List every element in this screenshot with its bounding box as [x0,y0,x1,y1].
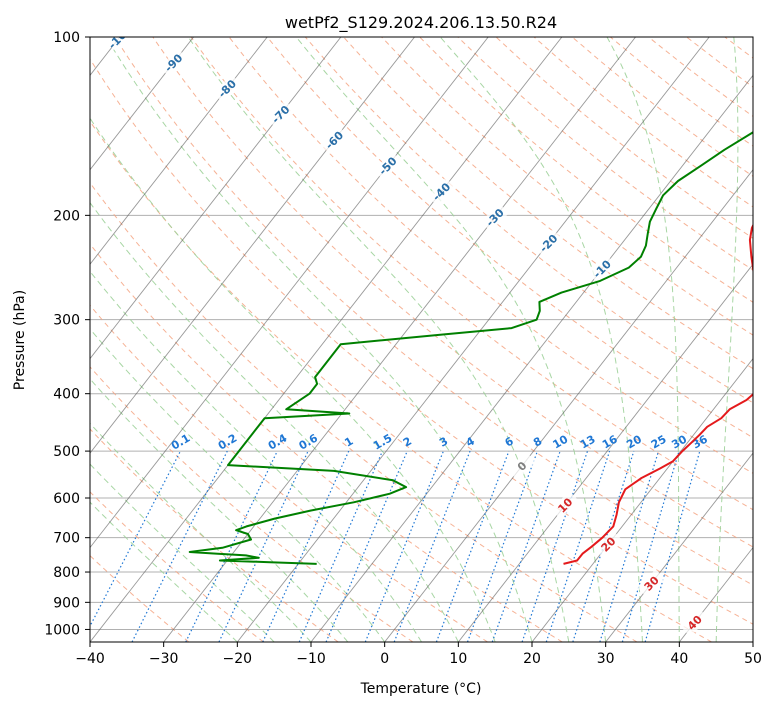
moist-adiabat-line [715,37,739,642]
mixing-ratio-line [545,450,611,642]
chart-title: wetPf2_S129.2024.206.13.50.R24 [285,13,557,33]
isotherm-line [90,37,268,265]
isotherm-line [384,169,753,642]
y-tick-label: 900 [53,595,80,611]
y-tick-label: 800 [53,565,80,581]
x-tick-label: 0 [380,651,389,667]
moist-adiabat-line [606,37,680,642]
y-tick-label: 300 [53,313,80,329]
dry-adiabat-line [90,58,753,625]
y-tick-label: 500 [53,444,80,460]
mixing-ratio-line [325,450,408,642]
mixing-ratio-line [185,450,278,642]
dry-adiabat-line [90,120,712,642]
isotherm-label-bg [212,74,242,103]
isotherm-label-bg [320,125,349,155]
mixing-ratio-line [466,450,539,642]
y-tick-label: 700 [53,531,80,547]
thermo-background-lines [90,37,753,642]
isotherm-label-bg [480,203,510,232]
isotherm-line [457,263,753,642]
moist-adiabat-line [90,201,459,642]
mixing-ratio-line [262,450,350,642]
mixing-ratio-line [599,450,660,642]
isotherm-label-bg [427,177,456,206]
isotherm-label-bg [105,37,135,52]
x-tick-label: −40 [75,651,105,667]
isotherm-label-bg [534,228,563,258]
isotherm-label-bg [159,48,188,77]
moist-adiabat-line [113,49,533,642]
mixing-ratio-line [621,450,680,642]
mixing-ratio-line [644,450,701,642]
x-tick-label: −20 [223,651,253,667]
isotherm-label-bg [680,608,709,637]
dry-adiabat-line [228,37,753,474]
y-tick-label: 600 [53,491,80,507]
moist-adiabat-line [90,422,312,642]
x-tick-label: 40 [670,651,688,667]
isotherm-line [90,37,563,642]
dewpoint-profile-line [188,130,753,565]
moist-adiabat-line [295,37,607,642]
moist-adiabat-line [90,378,349,642]
x-tick-label: 20 [523,651,541,667]
isotherm-label-bg [550,491,580,520]
moist-adiabat-line [90,463,275,642]
y-tick-label: 200 [53,208,80,224]
dry-adiabat-line [90,181,638,642]
x-axis-label: Temperature (°C) [360,681,482,697]
dry-adiabat-line [304,37,753,404]
isotherm-line [310,74,753,642]
dry-adiabat-line [90,243,563,642]
sounding-profiles [188,130,753,565]
y-tick-label: 1000 [44,622,80,638]
plot-frame [89,36,754,643]
dry-adiabat-line [90,428,339,642]
isotherm-line [90,37,489,549]
x-tick-label: 50 [744,651,762,667]
mixing-ratio-line [218,450,309,642]
x-axis-ticks: −40 −30 −20 −10 0 10 20 30 40 50 [75,642,762,667]
y-axis-ticks: 100 200 300 400 500 600 700 800 900 1000 [44,30,90,638]
isotherm-line [90,37,194,171]
dry-adiabat-line [381,37,753,336]
dry-adiabat-line [152,37,753,548]
isotherm-line [90,37,342,360]
y-axis-label: Pressure (hPa) [12,290,28,390]
x-tick-label: −30 [149,651,179,667]
dry-adiabat-line [190,37,753,511]
mixing-ratio-line [491,450,561,642]
moist-adiabat-line [90,501,238,642]
isotherm-label-bg [587,254,617,284]
y-tick-label: 100 [53,30,80,46]
temperature-profile-line [563,223,753,565]
isotherm-line [236,37,710,642]
dry-adiabat-line [419,37,753,303]
isotherm-label-bg [594,530,623,559]
isotherm-line [605,452,753,642]
isotherm-label-bg [373,151,402,180]
moist-adiabat-line [90,117,496,642]
isotherm-label-bg [266,100,295,129]
x-tick-label: 10 [449,651,467,667]
x-tick-label: 30 [597,651,615,667]
moist-adiabat-line [90,328,386,642]
mixing-ratio-line [521,450,589,642]
y-tick-label: 400 [53,387,80,403]
dry-adiabat-line [90,554,190,642]
x-tick-label: −10 [296,651,326,667]
isotherm-label-bg [637,569,666,598]
mixing-ratio-line [298,450,384,642]
dry-adiabat-line [114,37,753,586]
isotherm-label-bg [507,451,537,481]
dry-adiabat-line [90,304,488,642]
